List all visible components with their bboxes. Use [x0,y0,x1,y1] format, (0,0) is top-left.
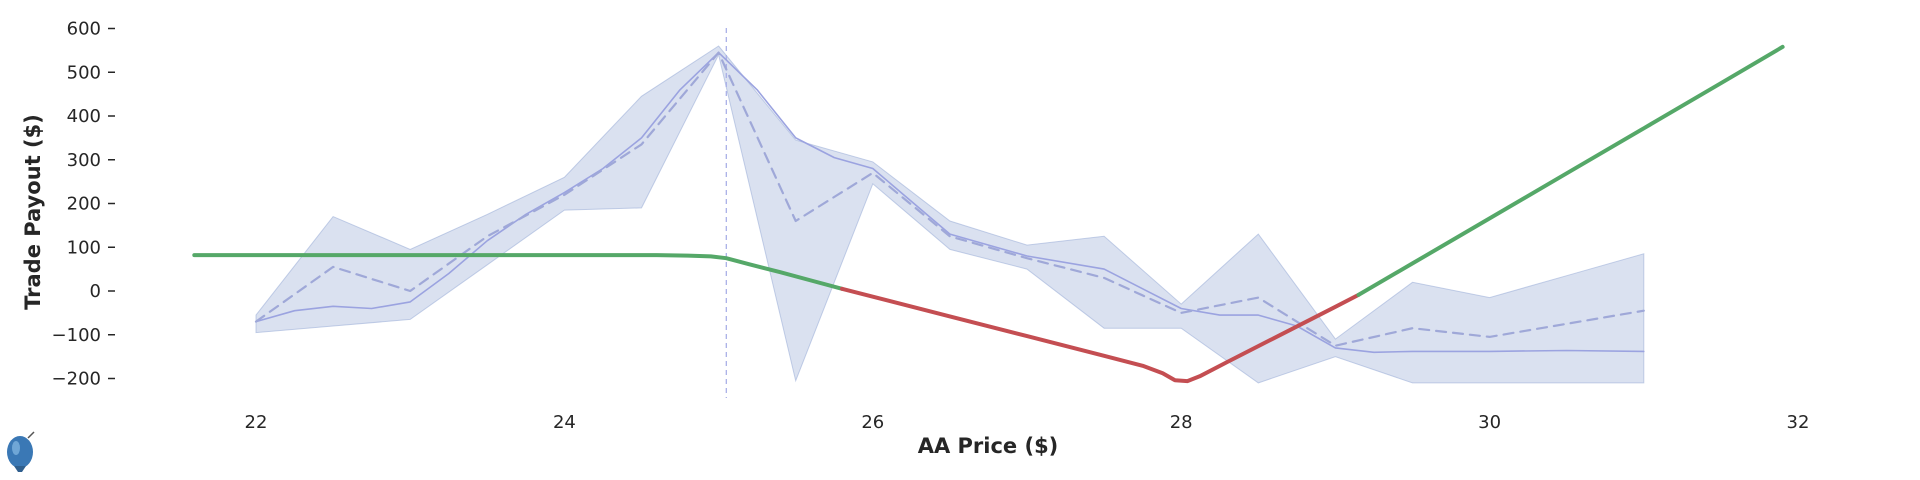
y-tick-label: 100 [67,237,101,258]
y-tick-label: 500 [67,62,101,83]
y-tick-label: 0 [90,281,101,302]
series-line-4 [1356,44,1785,297]
x-axis: 22 24 26 28 30 32 [245,412,1810,433]
y-tick-label: 200 [67,194,101,215]
x-tick-label: 32 [1787,412,1810,433]
balloon-logo-icon [7,431,35,472]
confidence-band [255,45,1645,384]
y-axis-label: Trade Payout ($) [21,114,45,310]
x-tick-label: 26 [861,412,884,433]
x-tick-label: 24 [553,412,576,433]
y-tick-label: 600 [67,19,101,40]
series-line-0 [255,51,1645,354]
y-tick-label: 300 [67,150,101,171]
x-tick-label: 30 [1478,412,1501,433]
y-axis: −200 −100 0 100 200 300 400 500 600 [52,19,115,390]
series-line-1 [254,51,1645,347]
y-tick-label: −100 [52,325,101,346]
y-tick-label: −200 [52,369,101,390]
series-line-3 [840,286,1361,384]
x-axis-label: AA Price ($) [918,434,1059,458]
series-layer [192,44,1785,384]
series-line-2 [192,253,844,291]
x-tick-label: 22 [245,412,268,433]
x-tick-label: 28 [1170,412,1193,433]
y-tick-label: 400 [67,106,101,127]
plot-area [192,28,1785,398]
